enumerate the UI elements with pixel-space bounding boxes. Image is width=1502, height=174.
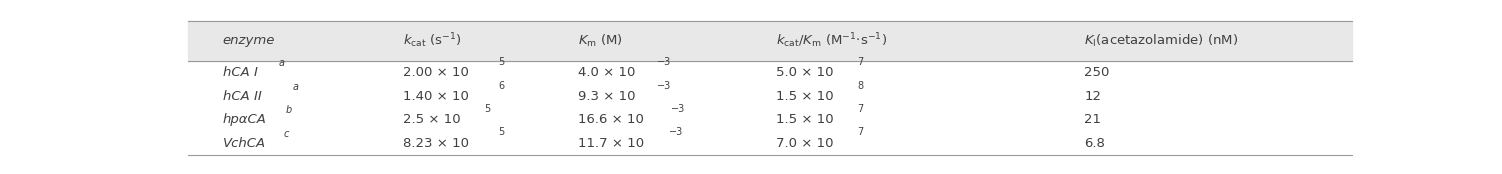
Text: 5.0 × 10: 5.0 × 10 xyxy=(775,66,834,79)
Text: 1.40 × 10: 1.40 × 10 xyxy=(403,90,469,103)
Text: hpαCA: hpαCA xyxy=(222,113,266,126)
Text: 2.5 × 10: 2.5 × 10 xyxy=(403,113,461,126)
Text: 5: 5 xyxy=(499,57,505,67)
Text: 21: 21 xyxy=(1084,113,1101,126)
Text: VchCA: VchCA xyxy=(222,137,266,150)
Text: $k_\mathrm{cat}$ (s$^{-1}$): $k_\mathrm{cat}$ (s$^{-1}$) xyxy=(403,32,463,50)
Text: 16.6 × 10: 16.6 × 10 xyxy=(578,113,643,126)
Text: $K_\mathrm{I}$(acetazolamide) (nM): $K_\mathrm{I}$(acetazolamide) (nM) xyxy=(1084,33,1238,49)
Text: −3: −3 xyxy=(656,81,671,90)
Text: $K_\mathrm{m}$ (M): $K_\mathrm{m}$ (M) xyxy=(578,33,623,49)
Text: 8.23 × 10: 8.23 × 10 xyxy=(403,137,469,150)
Text: 5: 5 xyxy=(499,127,505,137)
Text: $k_\mathrm{cat}$/$K_\mathrm{m}$ (M$^{-1}$$\cdot$s$^{-1}$): $k_\mathrm{cat}$/$K_\mathrm{m}$ (M$^{-1}… xyxy=(775,32,886,50)
Text: hCA II: hCA II xyxy=(222,90,261,103)
Text: 12: 12 xyxy=(1084,90,1101,103)
Text: −3: −3 xyxy=(671,104,685,114)
Text: a: a xyxy=(293,82,299,92)
Text: 250: 250 xyxy=(1084,66,1110,79)
Text: 8: 8 xyxy=(858,81,864,90)
Text: hCA I: hCA I xyxy=(222,66,257,79)
Text: 1.5 × 10: 1.5 × 10 xyxy=(775,90,834,103)
Text: 6: 6 xyxy=(499,81,505,90)
Text: 7: 7 xyxy=(858,57,864,67)
Text: a: a xyxy=(278,58,284,68)
Text: 7: 7 xyxy=(858,104,864,114)
Text: −3: −3 xyxy=(668,127,683,137)
Text: 7.0 × 10: 7.0 × 10 xyxy=(775,137,834,150)
Text: c: c xyxy=(284,129,288,139)
Text: 2.00 × 10: 2.00 × 10 xyxy=(403,66,469,79)
Text: 4.0 × 10: 4.0 × 10 xyxy=(578,66,635,79)
Text: 11.7 × 10: 11.7 × 10 xyxy=(578,137,644,150)
Bar xyxy=(188,21,1352,61)
Text: 5: 5 xyxy=(485,104,491,114)
Text: b: b xyxy=(285,105,291,115)
Text: 1.5 × 10: 1.5 × 10 xyxy=(775,113,834,126)
Text: enzyme: enzyme xyxy=(222,34,275,48)
Text: −3: −3 xyxy=(656,57,671,67)
Text: 7: 7 xyxy=(858,127,864,137)
Text: 6.8: 6.8 xyxy=(1084,137,1105,150)
Text: 9.3 × 10: 9.3 × 10 xyxy=(578,90,635,103)
